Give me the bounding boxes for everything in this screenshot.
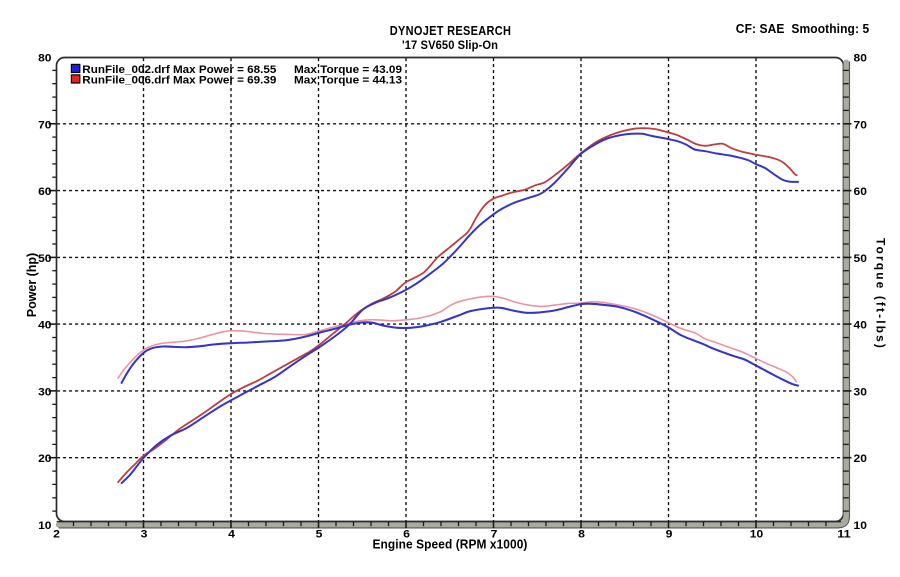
svg-text:80: 80	[854, 53, 867, 65]
svg-text:50: 50	[854, 253, 867, 265]
svg-text:Max Torque = 44.13: Max Torque = 44.13	[294, 74, 402, 86]
svg-text:DYNOJET RESEARCH: DYNOJET RESEARCH	[390, 24, 512, 38]
svg-text:10: 10	[750, 529, 763, 541]
svg-text:10: 10	[38, 520, 51, 532]
svg-text:RunFile_002.drf Max Power = 68: RunFile_002.drf Max Power = 68.55	[82, 64, 276, 76]
svg-text:60: 60	[854, 186, 867, 198]
svg-text:7: 7	[491, 529, 498, 541]
svg-text:2: 2	[53, 529, 60, 541]
svg-text:11: 11	[837, 529, 850, 541]
svg-text:20: 20	[854, 453, 867, 465]
svg-text:40: 40	[854, 320, 867, 332]
svg-text:10: 10	[854, 520, 867, 532]
svg-text:40: 40	[38, 320, 51, 332]
svg-text:80: 80	[38, 53, 51, 65]
svg-text:6: 6	[403, 529, 410, 541]
svg-text:20: 20	[38, 453, 51, 465]
svg-text:Engine Speed (RPM x1000): Engine Speed (RPM x1000)	[373, 538, 528, 552]
svg-text:CF: SAE Smoothing: 5: CF: SAE Smoothing: 5	[736, 22, 870, 36]
svg-text:Max Torque = 43.09: Max Torque = 43.09	[294, 64, 402, 76]
svg-text:3: 3	[141, 529, 148, 541]
svg-text:9: 9	[666, 529, 673, 541]
svg-text:RunFile_006.drf Max Power = 69: RunFile_006.drf Max Power = 69.39	[82, 74, 276, 86]
svg-text:30: 30	[38, 386, 51, 398]
svg-text:70: 70	[854, 119, 867, 131]
svg-text:Torque (ft-lbs): Torque (ft-lbs)	[873, 238, 887, 348]
svg-text:'17 SV650 Slip-On: '17 SV650 Slip-On	[402, 38, 498, 52]
svg-text:70: 70	[38, 119, 51, 131]
svg-text:4: 4	[228, 529, 236, 541]
svg-text:30: 30	[854, 386, 867, 398]
svg-text:50: 50	[38, 253, 51, 265]
svg-text:60: 60	[38, 186, 51, 198]
svg-text:Power (hp): Power (hp)	[25, 253, 39, 318]
svg-text:5: 5	[316, 529, 323, 541]
svg-text:8: 8	[578, 529, 585, 541]
